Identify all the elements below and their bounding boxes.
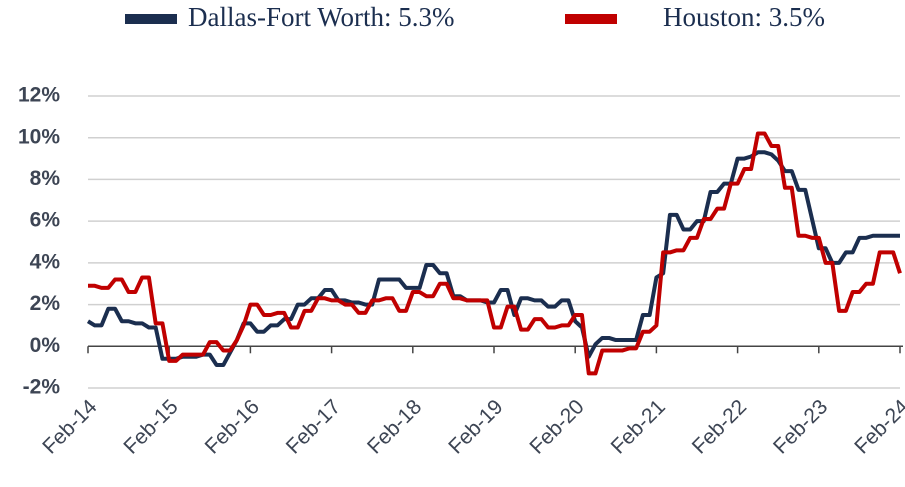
y-tick-label: 10% — [18, 125, 60, 148]
y-tick-label: -2% — [23, 376, 61, 399]
x-tick-label: Feb-17 — [282, 395, 345, 458]
legend-label: Houston: 3.5% — [663, 2, 825, 32]
x-tick-label: Feb-16 — [201, 395, 264, 458]
x-tick-label: Feb-20 — [525, 395, 588, 458]
x-tick-label: Feb-24 — [850, 395, 905, 459]
legend-label: Dallas-Fort Worth: 5.3% — [188, 2, 455, 32]
x-tick-label: Feb-19 — [444, 395, 507, 458]
legend-swatch — [125, 14, 177, 24]
y-tick-label: 6% — [30, 209, 61, 232]
legend-swatch — [565, 14, 617, 24]
series-line — [88, 131, 902, 376]
y-tick-label: 0% — [30, 334, 61, 357]
x-tick-label: Feb-23 — [769, 395, 832, 458]
y-tick-label: 4% — [30, 250, 61, 273]
x-tick-label: Feb-15 — [119, 395, 182, 458]
x-tick-label: Feb-18 — [363, 395, 426, 458]
series-line — [86, 150, 900, 368]
y-tick-label: 8% — [30, 167, 61, 190]
y-tick-label: 2% — [30, 292, 61, 315]
y-tick-label: 12% — [18, 84, 60, 107]
x-tick-label: Feb-21 — [607, 395, 670, 458]
x-tick-label: Feb-14 — [38, 395, 102, 459]
x-tick-label: Feb-22 — [688, 395, 751, 458]
